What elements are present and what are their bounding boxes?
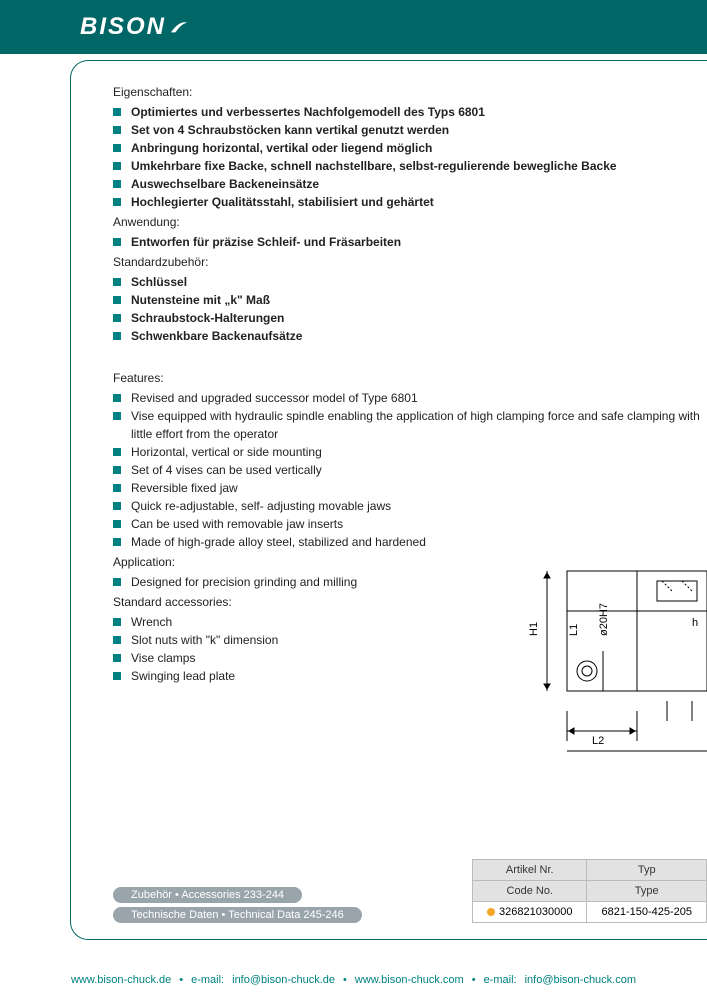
footer-email-de-label: e-mail:	[191, 974, 224, 986]
code-value: 326821030000	[499, 906, 572, 918]
th-typ: Typ	[587, 860, 707, 881]
dim-h1: H1	[528, 622, 540, 636]
brand-text: BISON	[80, 13, 166, 41]
header-band: BISON	[0, 0, 707, 54]
list-de-eigenschaften: Optimiertes und verbessertes Nachfolgemo…	[113, 103, 707, 211]
brand-logo: BISON	[80, 13, 188, 41]
th-code: Code No.	[473, 881, 587, 902]
list-item: Optimiertes und verbessertes Nachfolgemo…	[113, 103, 707, 121]
footer-url-de[interactable]: www.bison-chuck.de	[71, 974, 171, 986]
list-item: Schraubstock-Halterungen	[113, 309, 707, 327]
th-type: Type	[587, 881, 707, 902]
list-item: Auswechselbare Backeneinsätze	[113, 175, 707, 193]
heading-features: Features:	[113, 371, 707, 385]
list-item: Set of 4 vises can be used vertically	[113, 461, 707, 479]
list-item: Horizontal, vertical or side mounting	[113, 443, 707, 461]
status-dot-icon	[487, 908, 495, 916]
td-type: 6821-150-425-205	[587, 902, 707, 923]
list-item: Schwenkbare Backenaufsätze	[113, 327, 707, 345]
logo-swoosh-icon	[170, 20, 188, 34]
td-code: 326821030000	[473, 902, 587, 923]
list-item: Anbringung horizontal, vertikal oder lie…	[113, 139, 707, 157]
dim-h: h	[692, 617, 698, 629]
table-header-en: Code No. Type	[473, 881, 707, 902]
list-de-anwendung: Entworfen für präzise Schleif- und Fräsa…	[113, 233, 707, 251]
footer-sep: •	[343, 974, 347, 986]
content-frame: Eigenschaften: Optimiertes und verbesser…	[70, 60, 707, 940]
heading-zubehoer: Standardzubehör:	[113, 255, 707, 269]
list-item: Reversible fixed jaw	[113, 479, 707, 497]
footer-sep: •	[472, 974, 476, 986]
article-table: Artikel Nr. Typ Code No. Type 3268210300…	[472, 859, 707, 923]
list-item: Set von 4 Schraubstöcken kann vertikal g…	[113, 121, 707, 139]
list-item: Entworfen für präzise Schleif- und Fräsa…	[113, 233, 707, 251]
th-artikel: Artikel Nr.	[473, 860, 587, 881]
list-item: Schlüssel	[113, 273, 707, 291]
table-row: 326821030000 6821-150-425-205	[473, 902, 707, 923]
list-item: Vise equipped with hydraulic spindle ena…	[113, 407, 707, 443]
pill-accessories: Zubehör • Accessories 233-244	[113, 887, 302, 903]
footer: www.bison-chuck.de • e-mail: info@bison-…	[0, 960, 707, 1000]
list-de-zubehoer: SchlüsselNutensteine mit „k" MaßSchraubs…	[113, 273, 707, 345]
list-item: Umkehrbare fixe Backe, schnell nachstell…	[113, 157, 707, 175]
table-header-de: Artikel Nr. Typ	[473, 860, 707, 881]
footer-email-de[interactable]: info@bison-chuck.de	[232, 974, 335, 986]
footer-sep: •	[179, 974, 183, 986]
dim-l2: L2	[592, 735, 604, 747]
pill-techdata: Technische Daten • Technical Data 245-24…	[113, 907, 362, 923]
list-item: Hochlegierter Qualitätsstahl, stabilisie…	[113, 193, 707, 211]
heading-anwendung: Anwendung:	[113, 215, 707, 229]
technical-diagram: H1 L1 ø20H7 L2 h	[507, 511, 707, 791]
pill-group: Zubehör • Accessories 233-244 Technische…	[113, 883, 362, 923]
list-item: Nutensteine mit „k" Maß	[113, 291, 707, 309]
heading-eigenschaften: Eigenschaften:	[113, 85, 707, 99]
dim-d: ø20H7	[598, 603, 610, 636]
footer-email-com[interactable]: info@bison-chuck.com	[525, 974, 636, 986]
list-item: Revised and upgraded successor model of …	[113, 389, 707, 407]
footer-url-com[interactable]: www.bison-chuck.com	[355, 974, 464, 986]
dim-l1: L1	[568, 624, 580, 636]
footer-email-com-label: e-mail:	[484, 974, 517, 986]
